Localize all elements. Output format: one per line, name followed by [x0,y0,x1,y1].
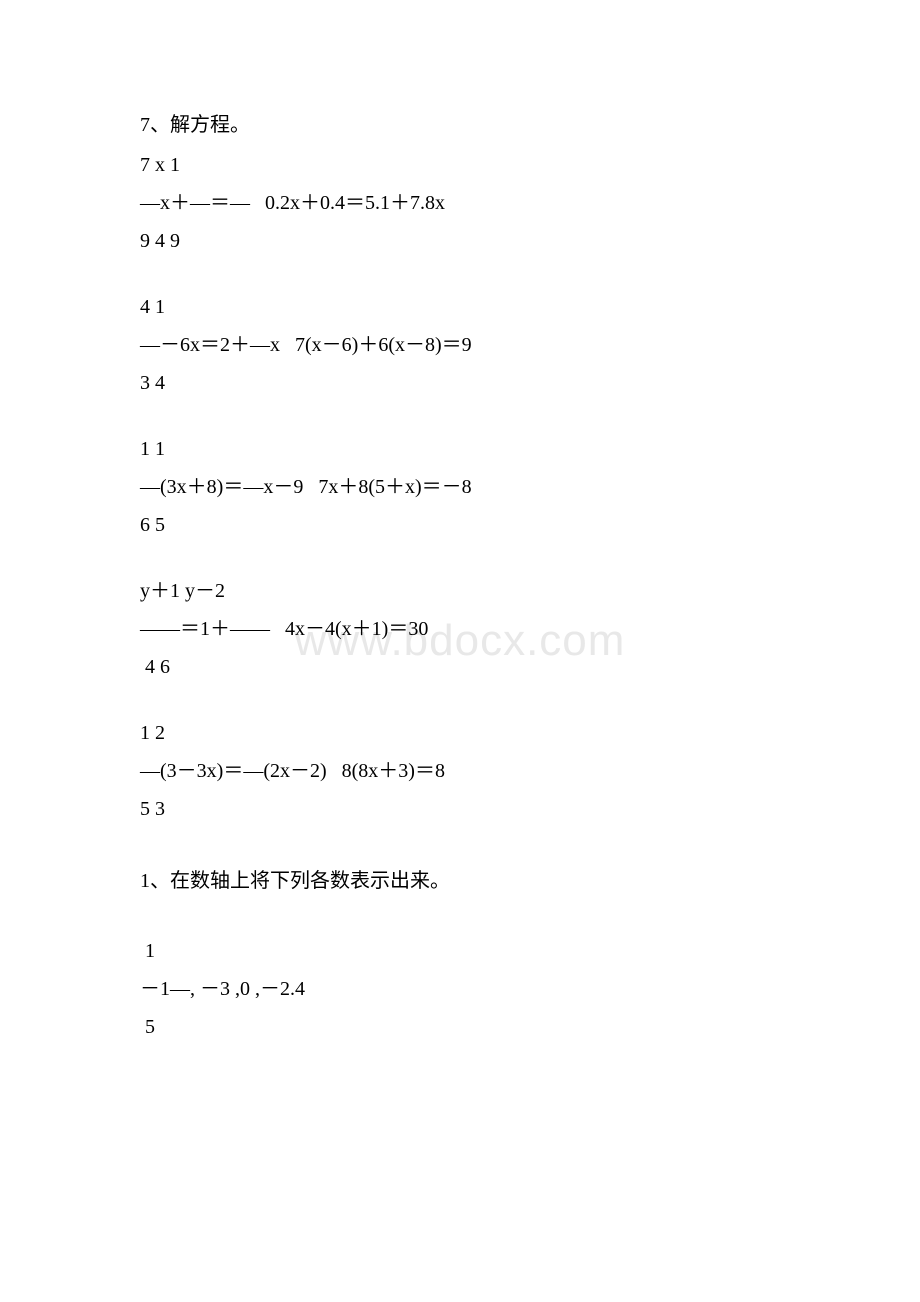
eq-line: 1 1 [140,434,780,464]
eq-line: 3 4 [140,368,780,398]
equation-block-2: 4 1 —－6x＝2＋—x 7(x－6)＋6(x－8)＝9 3 4 [140,292,780,398]
number-list-block: 1 －1—, －3 ,0 ,－2.4 5 [140,936,780,1042]
eq-line: ——＝1＋—— 4x－4(x＋1)＝30 [140,614,780,644]
eq-line: 1 2 [140,718,780,748]
eq-line: —－6x＝2＋—x 7(x－6)＋6(x－8)＝9 [140,330,780,360]
eq-line: 9 4 9 [140,226,780,256]
eq-line: y＋1 y－2 [140,576,780,606]
equation-block-4: y＋1 y－2 ——＝1＋—— 4x－4(x＋1)＝30 4 6 [140,576,780,682]
num-line: 5 [140,1012,780,1042]
equation-block-3: 1 1 —(3x＋8)＝—x－9 7x＋8(5＋x)＝－8 6 5 [140,434,780,540]
eq-line: 5 3 [140,794,780,824]
eq-line: 7 x 1 [140,150,780,180]
document-content: 7、解方程。 7 x 1 —x＋—＝— 0.2x＋0.4＝5.1＋7.8x 9 … [140,110,780,1042]
num-line: －1—, －3 ,0 ,－2.4 [140,974,780,1004]
equation-block-1: 7 x 1 —x＋—＝— 0.2x＋0.4＝5.1＋7.8x 9 4 9 [140,150,780,256]
eq-line: 4 6 [140,652,780,682]
eq-line: 6 5 [140,510,780,540]
equation-block-5: 1 2 —(3－3x)＝—(2x－2) 8(8x＋3)＝8 5 3 [140,718,780,824]
eq-line: —(3－3x)＝—(2x－2) 8(8x＋3)＝8 [140,756,780,786]
num-line: 1 [140,936,780,966]
eq-line: —x＋—＝— 0.2x＋0.4＝5.1＋7.8x [140,188,780,218]
question-1-header: 1、在数轴上将下列各数表示出来。 [140,866,780,896]
eq-line: —(3x＋8)＝—x－9 7x＋8(5＋x)＝－8 [140,472,780,502]
question-7-header: 7、解方程。 [140,110,780,140]
eq-line: 4 1 [140,292,780,322]
